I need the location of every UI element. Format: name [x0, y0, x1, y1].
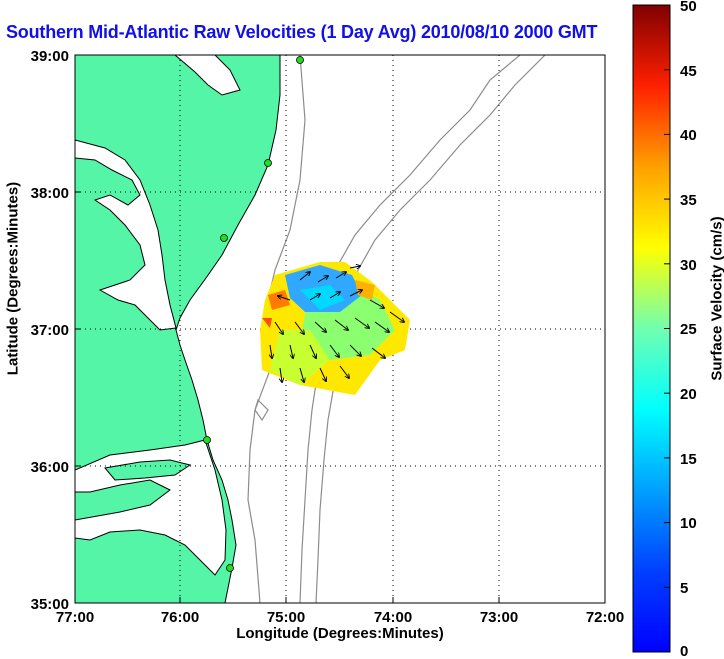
velocity-field: [260, 262, 410, 395]
y-tick-label: 36:00: [31, 459, 69, 476]
velocity-vectors: [270, 266, 404, 382]
chesapeake-bay: [75, 139, 177, 331]
colorbar-ticks: [664, 4, 670, 653]
delaware-bay: [174, 55, 241, 96]
colorbar-tick-label: 0: [680, 643, 688, 659]
colorbar-tick-label: 20: [680, 386, 697, 403]
colorbar-tick-label: 10: [680, 515, 697, 532]
colorbar-tick-label: 25: [680, 321, 697, 338]
colorbar-tick-label: 35: [680, 192, 697, 209]
map-title: Southern Mid-Atlantic Raw Velocities (1 …: [6, 22, 598, 42]
x-axis-label: Longitude (Degrees:Minutes): [236, 625, 444, 642]
colorbar-label: Surface Velocity (cm/s): [708, 216, 724, 381]
station-markers: [203, 56, 304, 572]
colorbar-tick-label: 30: [680, 257, 697, 274]
colorbar-tick-label: 50: [680, 0, 697, 15]
colorbar-tick-label: 40: [680, 127, 697, 144]
colorbar: [632, 4, 671, 653]
y-tick-label: 35:00: [31, 596, 69, 613]
colorbar-tick-label: 15: [680, 451, 697, 468]
y-tick-label: 37:00: [31, 322, 69, 339]
y-axis-label: Latitude (Degrees:Minutes): [4, 181, 22, 376]
x-tick-label: 76:00: [161, 609, 199, 626]
y-tick-label: 38:00: [31, 185, 69, 202]
colorbar-tick-label: 5: [680, 580, 688, 597]
x-tick-label: 73:00: [480, 609, 518, 626]
y-tick-label: 39:00: [31, 48, 69, 65]
x-tick-label: 75:00: [267, 609, 305, 626]
axis-tick-marks: [74, 54, 606, 604]
x-tick-label: 74:00: [374, 609, 412, 626]
colorbar-tick-label: 45: [680, 63, 697, 80]
x-tick-label: 72:00: [586, 609, 624, 626]
x-tick-label: 77:00: [56, 609, 94, 626]
albemarle-sound: [104, 459, 192, 481]
